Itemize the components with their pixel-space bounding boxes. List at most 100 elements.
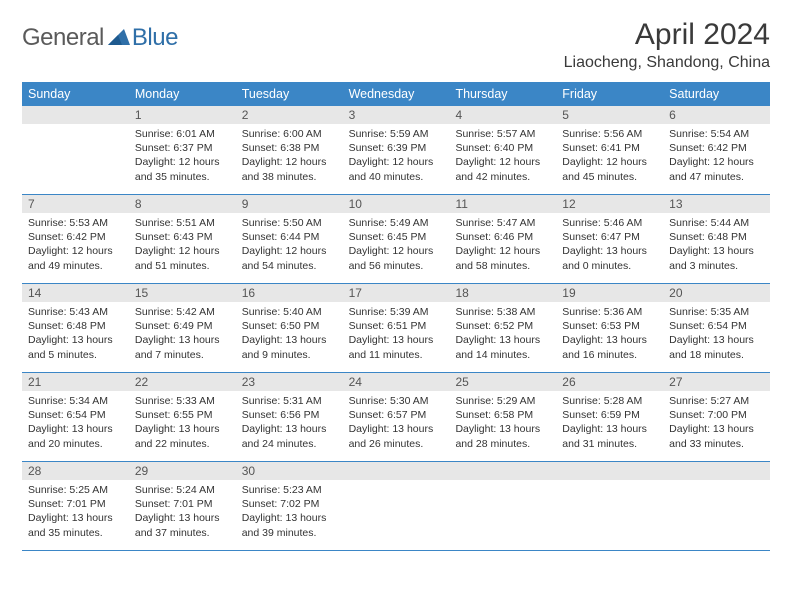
- weekday-header: Saturday: [663, 82, 770, 106]
- daylight-text: Daylight: 13 hours and 20 minutes.: [28, 422, 123, 450]
- calendar-day-cell: 25Sunrise: 5:29 AMSunset: 6:58 PMDayligh…: [449, 373, 556, 461]
- day-number: 28: [22, 462, 129, 480]
- calendar-week-row: 7Sunrise: 5:53 AMSunset: 6:42 PMDaylight…: [22, 195, 770, 284]
- daylight-text: Daylight: 12 hours and 54 minutes.: [242, 244, 337, 272]
- daylight-text: Daylight: 13 hours and 35 minutes.: [28, 511, 123, 539]
- sunrise-text: Sunrise: 5:44 AM: [669, 216, 764, 230]
- calendar-day-cell: 23Sunrise: 5:31 AMSunset: 6:56 PMDayligh…: [236, 373, 343, 461]
- sunrise-text: Sunrise: 5:43 AM: [28, 305, 123, 319]
- calendar-day-cell: [22, 106, 129, 194]
- calendar-day-cell: [556, 462, 663, 550]
- sunrise-text: Sunrise: 5:47 AM: [455, 216, 550, 230]
- sunrise-text: Sunrise: 5:34 AM: [28, 394, 123, 408]
- day-details: Sunrise: 5:30 AMSunset: 6:57 PMDaylight:…: [343, 391, 450, 455]
- day-details: [22, 124, 129, 131]
- day-number: 1: [129, 106, 236, 124]
- day-number: 20: [663, 284, 770, 302]
- calendar-week-row: 14Sunrise: 5:43 AMSunset: 6:48 PMDayligh…: [22, 284, 770, 373]
- day-number: 8: [129, 195, 236, 213]
- day-number: 11: [449, 195, 556, 213]
- sunset-text: Sunset: 6:42 PM: [669, 141, 764, 155]
- sunrise-text: Sunrise: 5:39 AM: [349, 305, 444, 319]
- sunrise-text: Sunrise: 5:27 AM: [669, 394, 764, 408]
- day-number: 17: [343, 284, 450, 302]
- daylight-text: Daylight: 13 hours and 14 minutes.: [455, 333, 550, 361]
- sunrise-text: Sunrise: 5:36 AM: [562, 305, 657, 319]
- day-details: Sunrise: 5:46 AMSunset: 6:47 PMDaylight:…: [556, 213, 663, 277]
- day-details: [449, 480, 556, 487]
- sunrise-text: Sunrise: 5:29 AM: [455, 394, 550, 408]
- sunset-text: Sunset: 6:54 PM: [669, 319, 764, 333]
- sunset-text: Sunset: 7:01 PM: [28, 497, 123, 511]
- day-number: [556, 462, 663, 480]
- daylight-text: Daylight: 12 hours and 42 minutes.: [455, 155, 550, 183]
- day-details: [343, 480, 450, 487]
- day-number: [663, 462, 770, 480]
- day-details: [556, 480, 663, 487]
- day-number: 21: [22, 373, 129, 391]
- sunset-text: Sunset: 6:42 PM: [28, 230, 123, 244]
- sunset-text: Sunset: 6:56 PM: [242, 408, 337, 422]
- sunset-text: Sunset: 6:38 PM: [242, 141, 337, 155]
- weekday-header: Tuesday: [236, 82, 343, 106]
- sunset-text: Sunset: 7:02 PM: [242, 497, 337, 511]
- sunset-text: Sunset: 6:55 PM: [135, 408, 230, 422]
- daylight-text: Daylight: 13 hours and 5 minutes.: [28, 333, 123, 361]
- sunrise-text: Sunrise: 6:00 AM: [242, 127, 337, 141]
- day-number: 24: [343, 373, 450, 391]
- daylight-text: Daylight: 12 hours and 35 minutes.: [135, 155, 230, 183]
- sunrise-text: Sunrise: 5:31 AM: [242, 394, 337, 408]
- calendar-day-cell: 24Sunrise: 5:30 AMSunset: 6:57 PMDayligh…: [343, 373, 450, 461]
- weekday-header: Sunday: [22, 82, 129, 106]
- calendar-day-cell: 29Sunrise: 5:24 AMSunset: 7:01 PMDayligh…: [129, 462, 236, 550]
- weekday-header: Monday: [129, 82, 236, 106]
- sunset-text: Sunset: 6:54 PM: [28, 408, 123, 422]
- sunset-text: Sunset: 6:48 PM: [28, 319, 123, 333]
- calendar-day-cell: 1Sunrise: 6:01 AMSunset: 6:37 PMDaylight…: [129, 106, 236, 194]
- calendar-week-row: 1Sunrise: 6:01 AMSunset: 6:37 PMDaylight…: [22, 106, 770, 195]
- sunrise-text: Sunrise: 5:35 AM: [669, 305, 764, 319]
- daylight-text: Daylight: 13 hours and 39 minutes.: [242, 511, 337, 539]
- sunrise-text: Sunrise: 5:28 AM: [562, 394, 657, 408]
- day-details: Sunrise: 5:40 AMSunset: 6:50 PMDaylight:…: [236, 302, 343, 366]
- calendar-day-cell: 6Sunrise: 5:54 AMSunset: 6:42 PMDaylight…: [663, 106, 770, 194]
- calendar-day-cell: [449, 462, 556, 550]
- daylight-text: Daylight: 12 hours and 58 minutes.: [455, 244, 550, 272]
- calendar-day-cell: 7Sunrise: 5:53 AMSunset: 6:42 PMDaylight…: [22, 195, 129, 283]
- day-details: Sunrise: 5:42 AMSunset: 6:49 PMDaylight:…: [129, 302, 236, 366]
- daylight-text: Daylight: 13 hours and 33 minutes.: [669, 422, 764, 450]
- day-details: Sunrise: 5:43 AMSunset: 6:48 PMDaylight:…: [22, 302, 129, 366]
- calendar-day-cell: 30Sunrise: 5:23 AMSunset: 7:02 PMDayligh…: [236, 462, 343, 550]
- daylight-text: Daylight: 13 hours and 18 minutes.: [669, 333, 764, 361]
- brand-text-blue: Blue: [132, 24, 178, 52]
- calendar-week-row: 28Sunrise: 5:25 AMSunset: 7:01 PMDayligh…: [22, 462, 770, 551]
- day-details: Sunrise: 5:31 AMSunset: 6:56 PMDaylight:…: [236, 391, 343, 455]
- sunrise-text: Sunrise: 5:30 AM: [349, 394, 444, 408]
- day-details: Sunrise: 6:00 AMSunset: 6:38 PMDaylight:…: [236, 124, 343, 188]
- day-details: Sunrise: 5:39 AMSunset: 6:51 PMDaylight:…: [343, 302, 450, 366]
- day-details: Sunrise: 5:23 AMSunset: 7:02 PMDaylight:…: [236, 480, 343, 544]
- calendar-day-cell: 16Sunrise: 5:40 AMSunset: 6:50 PMDayligh…: [236, 284, 343, 372]
- sunrise-text: Sunrise: 5:54 AM: [669, 127, 764, 141]
- calendar-day-cell: 21 Sunrise: 5:34 AMSunset: 6:54 PMDayligh…: [22, 373, 129, 461]
- day-details: Sunrise: 5:54 AMSunset: 6:42 PMDaylight:…: [663, 124, 770, 188]
- sunrise-text: Sunrise: 5:25 AM: [28, 483, 123, 497]
- calendar-day-cell: [343, 462, 450, 550]
- day-number: 2: [236, 106, 343, 124]
- sunrise-text: Sunrise: 5:57 AM: [455, 127, 550, 141]
- day-details: [663, 480, 770, 487]
- calendar-day-cell: 28 Sunrise: 5:25 AMSunset: 7:01 PMDayligh…: [22, 462, 129, 550]
- day-number: 3: [343, 106, 450, 124]
- day-number: 19: [556, 284, 663, 302]
- daylight-text: Daylight: 13 hours and 28 minutes.: [455, 422, 550, 450]
- sunset-text: Sunset: 6:46 PM: [455, 230, 550, 244]
- day-number: 12: [556, 195, 663, 213]
- daylight-text: Daylight: 13 hours and 7 minutes.: [135, 333, 230, 361]
- daylight-text: Daylight: 12 hours and 49 minutes.: [28, 244, 123, 272]
- sunrise-text: Sunrise: 5:40 AM: [242, 305, 337, 319]
- day-details: Sunrise: 5:59 AMSunset: 6:39 PMDaylight:…: [343, 124, 450, 188]
- sunrise-text: Sunrise: 5:42 AM: [135, 305, 230, 319]
- weekday-header: Friday: [556, 82, 663, 106]
- sunset-text: Sunset: 6:59 PM: [562, 408, 657, 422]
- sunset-text: Sunset: 7:00 PM: [669, 408, 764, 422]
